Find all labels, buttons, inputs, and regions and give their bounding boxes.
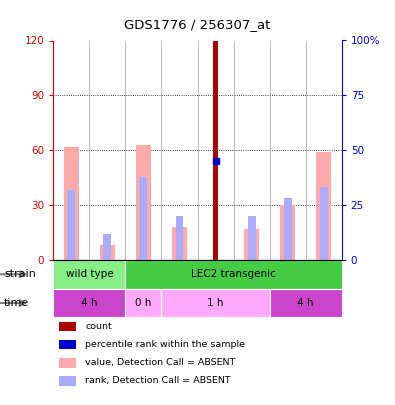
Text: strain: strain <box>4 269 36 279</box>
Text: time: time <box>4 298 29 308</box>
Bar <box>172 227 187 260</box>
Text: value, Detection Call = ABSENT: value, Detection Call = ABSENT <box>85 358 235 367</box>
Text: percentile rank within the sample: percentile rank within the sample <box>85 340 245 349</box>
Bar <box>284 198 292 260</box>
Text: 4 h: 4 h <box>297 298 314 308</box>
Bar <box>53 289 126 318</box>
Text: rank, Detection Call = ABSENT: rank, Detection Call = ABSENT <box>85 376 231 385</box>
Text: 0 h: 0 h <box>135 298 152 308</box>
Text: wild type: wild type <box>66 269 113 279</box>
Text: count: count <box>85 322 112 331</box>
Bar <box>136 145 150 260</box>
Bar <box>175 216 183 260</box>
Bar <box>59 340 76 350</box>
Bar <box>100 245 115 260</box>
Bar <box>59 358 76 368</box>
Bar <box>320 188 327 260</box>
Bar <box>213 40 218 260</box>
Text: 1 h: 1 h <box>207 298 224 308</box>
Bar <box>126 289 162 318</box>
Text: 4 h: 4 h <box>81 298 98 308</box>
Bar <box>126 260 342 289</box>
Bar <box>139 177 147 260</box>
Text: GDS1776 / 256307_at: GDS1776 / 256307_at <box>124 18 271 31</box>
Bar <box>68 190 75 260</box>
Bar <box>53 260 126 289</box>
Text: LEC2 transgenic: LEC2 transgenic <box>191 269 276 279</box>
Bar <box>64 147 79 260</box>
Bar <box>270 289 342 318</box>
Bar <box>59 322 76 331</box>
Bar <box>59 376 76 386</box>
Bar <box>245 229 259 260</box>
Bar <box>248 216 256 260</box>
Bar <box>162 289 270 318</box>
Bar <box>316 152 331 260</box>
Bar <box>280 205 295 260</box>
Bar <box>103 234 111 260</box>
